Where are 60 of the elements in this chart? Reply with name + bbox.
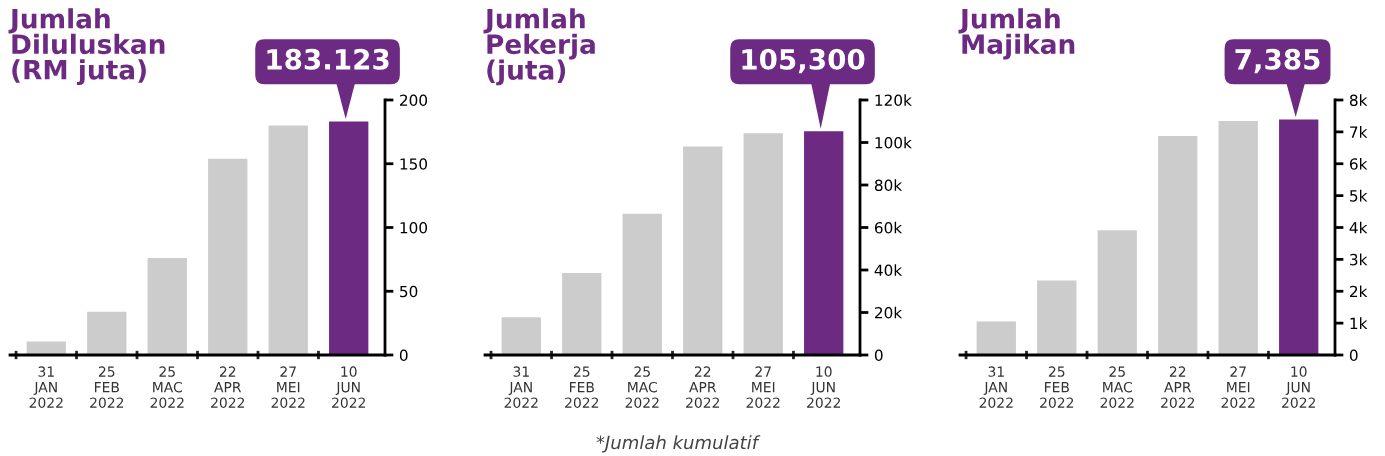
bar bbox=[1097, 230, 1137, 355]
bar bbox=[147, 258, 187, 355]
chart-title: Jumlah Pekerja (juta) bbox=[483, 8, 595, 86]
x-tick-label: 25 MAC 2022 bbox=[625, 366, 659, 408]
bar bbox=[622, 213, 662, 355]
y-tick-label: 120k bbox=[875, 94, 912, 107]
x-tick-label: 25 MAC 2022 bbox=[150, 366, 184, 408]
y-tick-label: 4k bbox=[1349, 221, 1368, 234]
x-tick-label: 22 APR 2022 bbox=[211, 366, 245, 408]
bar bbox=[208, 158, 248, 355]
chart-title: Jumlah Majikan bbox=[958, 8, 1075, 60]
bar bbox=[1218, 121, 1258, 355]
chart-title: Jumlah Diluluskan (RM juta) bbox=[8, 8, 165, 86]
x-tick-label: 25 MAC 2022 bbox=[1100, 366, 1134, 408]
y-tick-label: 0 bbox=[874, 349, 883, 362]
x-tick-label: 31 JAN 2022 bbox=[504, 366, 538, 408]
y-tick-label: 8k bbox=[1349, 94, 1368, 107]
bar bbox=[501, 317, 541, 355]
bar bbox=[1037, 280, 1077, 355]
y-tick-label: 0 bbox=[1349, 349, 1358, 362]
x-tick-label: 31 JAN 2022 bbox=[29, 366, 63, 408]
y-tick-label: 2k bbox=[1350, 285, 1368, 298]
x-tick-label: 25 FEB 2022 bbox=[90, 366, 124, 408]
bar bbox=[268, 125, 308, 355]
x-tick-label: 22 APR 2022 bbox=[686, 366, 720, 408]
bar bbox=[683, 146, 723, 355]
bar bbox=[1158, 136, 1198, 355]
y-tick-label: 0 bbox=[399, 349, 408, 362]
x-tick-label: 25 FEB 2022 bbox=[565, 366, 599, 408]
y-tick-label: 3k bbox=[1350, 253, 1368, 266]
x-tick-label: 27 MEI 2022 bbox=[1221, 366, 1255, 408]
x-tick-label: 25 FEB 2022 bbox=[1040, 366, 1074, 408]
bar bbox=[87, 311, 127, 355]
data-label: 7,385 bbox=[1235, 48, 1320, 74]
y-tick-label: 100k bbox=[875, 136, 912, 149]
x-tick-label: 10 JUN 2022 bbox=[332, 366, 365, 408]
y-tick-label: 20k bbox=[875, 306, 903, 319]
data-label: 105,300 bbox=[742, 48, 865, 74]
y-tick-label: 6k bbox=[1349, 157, 1368, 170]
x-tick-label: 10 JUN 2022 bbox=[807, 366, 840, 408]
x-tick-label: 27 MEI 2022 bbox=[271, 366, 305, 408]
x-tick-label: 10 JUN 2022 bbox=[1282, 366, 1315, 408]
y-tick-label: 150 bbox=[400, 158, 428, 170]
x-tick-label: 22 APR 2022 bbox=[1161, 366, 1195, 408]
data-label: 183.123 bbox=[267, 48, 389, 70]
y-tick-label: 80k bbox=[874, 179, 903, 192]
bar bbox=[562, 272, 602, 355]
y-tick-label: 5k bbox=[1350, 189, 1368, 202]
x-tick-label: 27 MEI 2022 bbox=[746, 366, 780, 408]
y-tick-label: 40k bbox=[874, 264, 903, 277]
x-tick-label: 31 JAN 2022 bbox=[979, 366, 1013, 408]
y-tick-label: 200 bbox=[400, 94, 428, 107]
y-tick-label: 50 bbox=[400, 285, 418, 298]
y-tick-label: 60k bbox=[874, 221, 903, 234]
bar bbox=[976, 321, 1016, 355]
y-tick-label: 100 bbox=[400, 221, 428, 234]
y-tick-label: 7k bbox=[1350, 126, 1368, 138]
bar bbox=[743, 133, 783, 355]
y-tick-label: 1k bbox=[1350, 317, 1368, 329]
text: *Jumlah kumulatif bbox=[596, 435, 761, 453]
